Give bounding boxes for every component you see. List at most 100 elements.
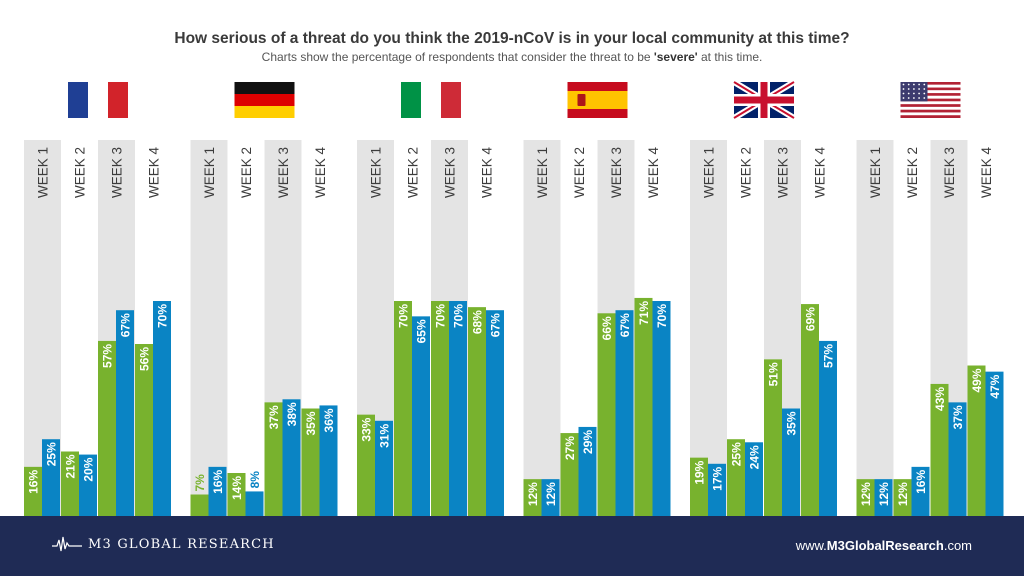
chart-title: How serious of a threat do you think the…	[174, 30, 850, 47]
data-label: 70%	[156, 304, 170, 328]
bar-series-1	[227, 473, 246, 516]
data-label: 20%	[82, 457, 96, 481]
data-label: 12%	[896, 482, 910, 506]
data-label: 69%	[804, 307, 818, 331]
week-column: WEEK 2 21% 20%	[61, 147, 97, 516]
pulse-logo-icon	[52, 536, 82, 552]
bar-series-1	[801, 304, 819, 516]
data-label: 14%	[230, 476, 244, 500]
bar-series-2	[486, 310, 504, 516]
data-label: 70%	[452, 304, 466, 328]
week-label: WEEK 4	[313, 147, 328, 199]
bar-series-2	[782, 408, 800, 516]
footer-website[interactable]: www.M3GlobalResearch.com	[796, 538, 972, 553]
data-label: 27%	[563, 436, 577, 460]
week-label: WEEK 3	[110, 147, 125, 198]
week-label: WEEK 1	[202, 147, 217, 198]
week-label: WEEK 2	[572, 147, 587, 198]
data-label: 71%	[637, 301, 651, 325]
data-label: 19%	[693, 460, 707, 484]
data-label: 67%	[489, 313, 503, 337]
week-label: WEEK 2	[73, 147, 88, 198]
usa-flag	[900, 82, 961, 118]
chart-group-germany: WEEK 17% 16%WEEK 214% 8%WEEK 337% 38%WEEK 4…	[190, 82, 338, 516]
week-column: WEEK 1 12% 12%	[856, 140, 894, 516]
footer-bar: M3 GLOBAL RESEARCH www.M3GlobalResearch.…	[0, 516, 1024, 576]
data-label: 43%	[933, 387, 947, 411]
bar-series-1	[856, 479, 875, 516]
week-column: WEEK 1 16% 25%	[24, 140, 61, 516]
bar-series-1	[893, 479, 912, 516]
week-column: WEEK 3 43% 37%	[930, 140, 968, 516]
bar-series-1	[634, 297, 653, 516]
week-column: WEEK 2 27% 29%	[560, 147, 597, 516]
bar-series-2	[412, 316, 430, 516]
bar-series-2	[375, 420, 393, 516]
data-label: 66%	[600, 316, 614, 340]
column-background	[190, 140, 228, 516]
chart-group-spain: WEEK 112% 12%WEEK 227% 29%WEEK 366% 67%WEEK…	[523, 82, 671, 516]
footer-logo: M3 GLOBAL RESEARCH	[52, 534, 275, 554]
bar-series-2	[578, 426, 597, 516]
bar-series-2	[42, 439, 60, 516]
bar-series-2	[541, 479, 560, 516]
column-background	[523, 140, 561, 516]
url-prefix: www.	[795, 538, 827, 553]
bar-series-1	[61, 451, 79, 516]
chart-group-usa: WEEK 112% 12%WEEK 212%16%WEEK 343%37%WEEK…	[856, 82, 1004, 516]
week-label: WEEK 3	[609, 147, 624, 198]
data-label: 17%	[711, 466, 725, 490]
week-column: WEEK 4 69% 57%	[801, 147, 837, 516]
bar-series-2	[449, 301, 467, 516]
data-label: 67%	[618, 313, 632, 337]
data-label: 8%	[248, 471, 262, 489]
bar-series-1	[930, 383, 949, 516]
week-label: WEEK 1	[369, 147, 384, 198]
data-label: 51%	[767, 362, 781, 386]
bar-series-2	[615, 310, 634, 516]
data-label: 57%	[101, 344, 115, 368]
chart-subtitle: Charts show the percentage of respondent…	[0, 50, 1024, 64]
data-label: 12%	[877, 482, 891, 506]
url-brand: M3GlobalResearch	[826, 538, 944, 553]
bar-series-2	[116, 310, 134, 516]
bar-series-2	[819, 340, 837, 516]
week-label: WEEK 2	[905, 147, 920, 198]
bar-series-1	[967, 365, 986, 516]
bar-series-2	[948, 402, 967, 516]
data-label: 70%	[397, 304, 411, 328]
uk-flag	[732, 79, 796, 121]
data-label: 47%	[988, 374, 1002, 398]
data-label: 70%	[434, 304, 448, 328]
bar-series-1	[98, 340, 116, 516]
subtitle-suffix: at this time.	[697, 50, 763, 64]
data-label: 25%	[730, 442, 744, 466]
week-label: WEEK 3	[276, 147, 291, 198]
bar-series-1	[727, 439, 745, 516]
data-label: 21%	[64, 454, 78, 478]
week-column: WEEK 2 25% 24%	[727, 147, 763, 516]
data-label: 65%	[415, 319, 429, 343]
bar-series-2	[985, 371, 1004, 516]
week-column: WEEK 3 66% 67%	[597, 140, 635, 516]
bar-series-1	[468, 307, 486, 516]
data-label: 16%	[27, 470, 41, 494]
bar-series-1	[190, 494, 209, 516]
week-label: WEEK 4	[813, 147, 828, 199]
data-label: 68%	[471, 310, 485, 334]
chart-group-italy: WEEK 133% 31%WEEK 270%65%WEEK 370% 70%WEEK…	[357, 82, 504, 516]
bar-series-1	[357, 414, 375, 516]
data-label: 70%	[655, 304, 669, 328]
week-column: WEEK 1 19% 17%	[690, 140, 727, 516]
week-label: WEEK 3	[443, 147, 458, 198]
bar-series-1	[394, 301, 412, 516]
bar-series-1	[301, 408, 320, 516]
week-column: WEEK 4 68% 67%	[468, 147, 504, 516]
bar-series-2	[911, 466, 930, 516]
italy-flag	[401, 82, 461, 118]
bar-series-1	[431, 301, 449, 516]
bar-series-2	[153, 301, 171, 516]
subtitle-emphasis: 'severe'	[653, 50, 698, 64]
week-column: WEEK 3 37% 38%	[264, 140, 302, 516]
week-label: WEEK 4	[646, 147, 661, 199]
